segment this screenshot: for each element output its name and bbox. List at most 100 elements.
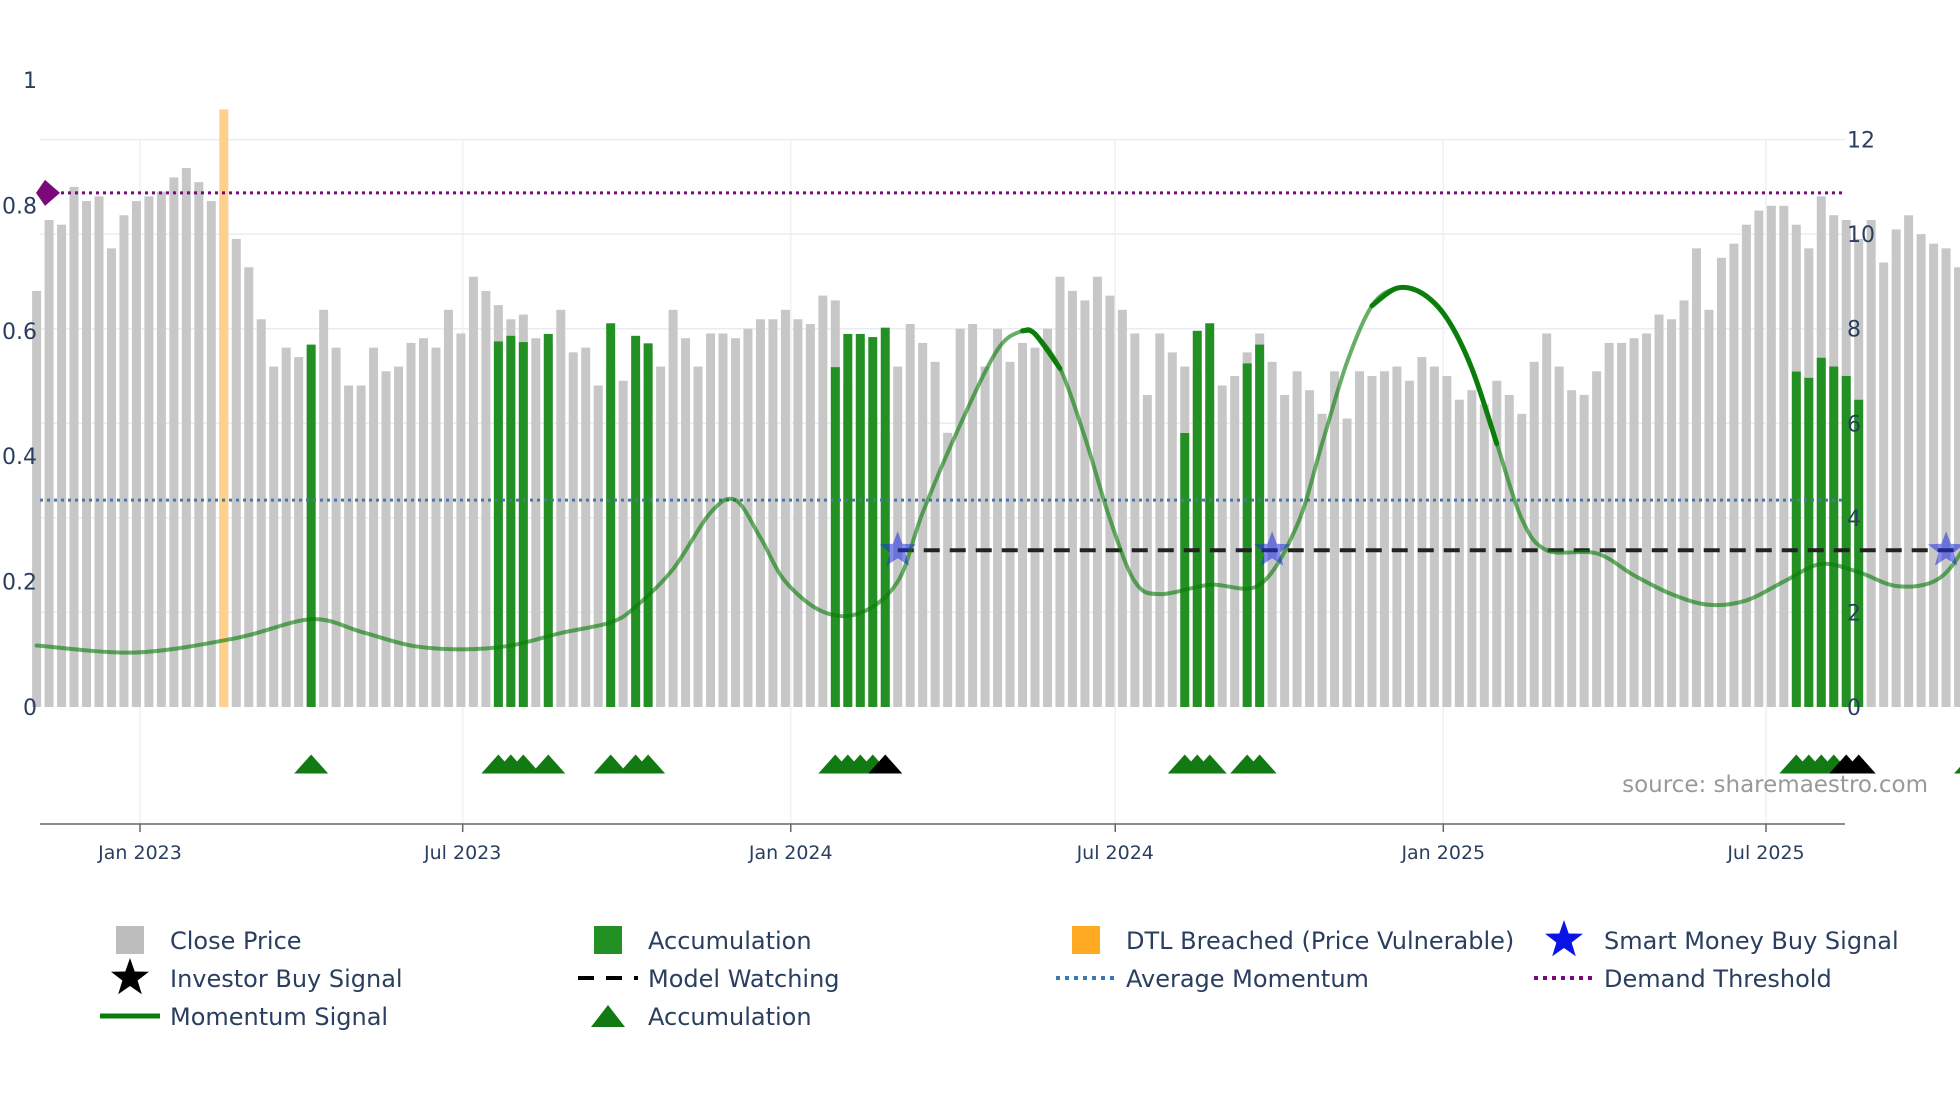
close-price-bar bbox=[1067, 290, 1077, 707]
close-price-bar bbox=[231, 238, 241, 707]
legend-item: Momentum Signal bbox=[100, 1003, 388, 1031]
dtl-breached-bar bbox=[219, 109, 229, 708]
close-price-bar bbox=[1879, 262, 1889, 707]
legend-item: Model Watching bbox=[578, 965, 840, 993]
close-price-bar bbox=[1217, 385, 1227, 707]
legend-item: DTL Breached (Price Vulnerable) bbox=[1072, 926, 1514, 955]
close-price-bar bbox=[980, 366, 990, 707]
close-price-bar bbox=[656, 366, 666, 707]
close-price-bar bbox=[1479, 404, 1489, 707]
accumulation-bar bbox=[1192, 330, 1202, 707]
legend-item: Accumulation bbox=[594, 926, 812, 955]
legend-label: Average Momentum bbox=[1126, 965, 1369, 993]
close-price-bar bbox=[1741, 224, 1751, 707]
accumulation-bar bbox=[855, 333, 865, 707]
close-price-bar bbox=[1916, 234, 1926, 707]
close-price-bar bbox=[1529, 361, 1539, 707]
accumulation-triangle bbox=[531, 754, 566, 774]
accumulation-bar bbox=[518, 342, 528, 707]
close-price-bar bbox=[381, 371, 391, 707]
close-price-bar bbox=[431, 347, 441, 707]
close-price-bar bbox=[1691, 248, 1701, 707]
close-price-bar bbox=[718, 333, 728, 707]
close-price-bar bbox=[206, 201, 216, 707]
close-price-bar bbox=[1105, 295, 1115, 707]
close-price-bar bbox=[344, 385, 354, 707]
close-price-bar bbox=[418, 338, 428, 707]
close-price-bar bbox=[468, 276, 478, 707]
y-right-tick-label: 4 bbox=[1847, 507, 1861, 532]
y-left-tick-label: 0.6 bbox=[2, 320, 37, 345]
accumulation-triangle bbox=[1192, 754, 1227, 774]
legend-item: Investor Buy Signal bbox=[111, 958, 403, 995]
close-price-bar bbox=[1704, 309, 1714, 707]
legend-label: Accumulation bbox=[648, 927, 812, 955]
close-price-bar bbox=[568, 352, 578, 707]
close-price-bar bbox=[94, 196, 104, 707]
close-price-bar bbox=[1155, 333, 1165, 707]
close-price-bar bbox=[905, 324, 915, 707]
close-price-bar bbox=[1317, 413, 1327, 707]
close-price-bar bbox=[32, 290, 42, 707]
close-price-bar bbox=[1554, 366, 1564, 707]
x-tick-label: Jan 2023 bbox=[97, 842, 182, 864]
legend-label: Close Price bbox=[170, 927, 302, 955]
legend-label: Model Watching bbox=[648, 965, 840, 993]
y-left-tick-label: 1 bbox=[23, 69, 37, 94]
close-price-bar bbox=[1018, 342, 1028, 707]
accumulation-bar bbox=[1242, 363, 1252, 707]
close-price-bar bbox=[930, 361, 940, 707]
close-price-bar bbox=[244, 267, 254, 707]
accumulation-bar bbox=[1841, 375, 1851, 707]
y-right-tick-label: 12 bbox=[1847, 129, 1875, 154]
momentum-signal-highlight bbox=[1020, 327, 1063, 371]
close-price-bar bbox=[1117, 309, 1127, 707]
close-price-bar bbox=[531, 338, 541, 707]
close-price-bar bbox=[581, 347, 591, 707]
close-price-bar bbox=[181, 167, 191, 708]
close-price-bar bbox=[1766, 205, 1776, 707]
close-price-bar bbox=[1667, 319, 1676, 707]
close-price-bar bbox=[693, 366, 703, 707]
close-price-bar bbox=[1092, 276, 1102, 707]
close-price-bar bbox=[681, 338, 691, 707]
close-price-bar bbox=[1230, 376, 1240, 707]
accumulation-bar bbox=[1829, 366, 1839, 707]
close-price-bar bbox=[1355, 371, 1364, 707]
source-label: source: sharemaestro.com bbox=[1622, 772, 1928, 798]
close-price-bar bbox=[1442, 376, 1452, 707]
accumulation-bar bbox=[1816, 357, 1826, 707]
legend-label: DTL Breached (Price Vulnerable) bbox=[1126, 927, 1514, 955]
accumulation-triangle bbox=[506, 754, 541, 774]
accumulation-bar bbox=[506, 335, 516, 707]
close-price-bar bbox=[780, 309, 790, 707]
accumulation-bar bbox=[868, 337, 878, 707]
dtl-breached-swatch bbox=[1072, 926, 1100, 954]
accumulation-bar bbox=[543, 333, 553, 707]
x-tick-label: Jan 2025 bbox=[1400, 842, 1485, 864]
y-left-tick-label: 0.2 bbox=[2, 571, 37, 596]
accumulation-swatch bbox=[594, 926, 622, 954]
x-tick-label: Jul 2023 bbox=[423, 842, 501, 864]
accumulation-bar bbox=[631, 335, 641, 707]
y-left-tick-label: 0 bbox=[23, 696, 37, 721]
legend-item: Accumulation bbox=[591, 1003, 812, 1031]
accumulation-bar bbox=[1791, 371, 1801, 707]
close-price-bar bbox=[955, 328, 965, 707]
close-price-bar bbox=[1492, 380, 1502, 707]
close-price-bar bbox=[443, 309, 453, 707]
close-price-bar bbox=[1654, 314, 1664, 707]
accumulation-bar bbox=[1255, 344, 1265, 707]
y-right-tick-label: 8 bbox=[1847, 318, 1861, 343]
x-tick-label: Jul 2025 bbox=[1726, 842, 1804, 864]
momentum-signal-highlight bbox=[1369, 284, 1500, 447]
close-price-bar bbox=[1342, 418, 1352, 707]
y-left-tick-label: 0.8 bbox=[2, 194, 37, 219]
close-price-bar bbox=[256, 319, 266, 707]
y-right-tick-label: 10 bbox=[1847, 223, 1875, 248]
accumulation-triangle bbox=[294, 754, 329, 774]
smart-money-buy-star bbox=[879, 531, 916, 566]
close-price-bar bbox=[943, 432, 953, 707]
accumulation-triangle bbox=[631, 754, 666, 774]
